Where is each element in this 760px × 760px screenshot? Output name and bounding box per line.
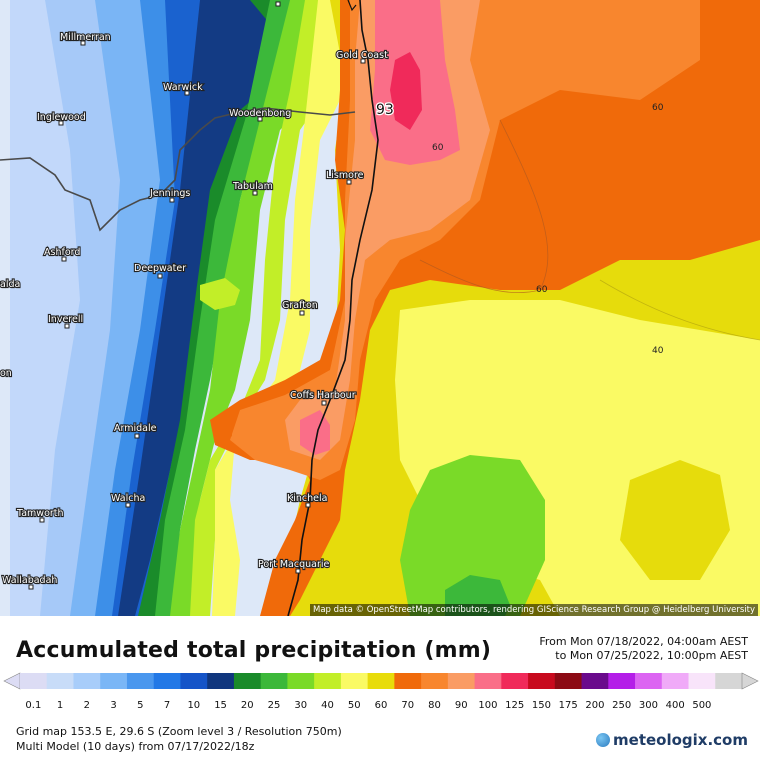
legend-swatch — [233, 673, 262, 689]
globe-icon — [596, 733, 611, 747]
legend-swatch — [340, 673, 369, 689]
town-label: Deepwater — [134, 263, 186, 274]
town-label: Lismore — [326, 170, 364, 181]
map-canvas: Millmerran Warwick Gold Coast Inglewood … — [0, 0, 760, 616]
legend-swatch — [661, 673, 690, 689]
legend-label: 300 — [639, 700, 658, 710]
logo-text: meteologix.com — [613, 731, 748, 749]
contour-label: 60 — [536, 285, 548, 295]
legend-swatch — [100, 673, 128, 689]
legend-scale: 0.1 1 2 3 5 7 10 15 20 25 30 40 50 60 70 80 90 100 125 150 1… — [3, 672, 759, 711]
legend-label: 60 — [375, 700, 388, 710]
legend-label: 7 — [164, 700, 170, 710]
town-label: Jennings — [149, 188, 190, 199]
legend-label: 200 — [585, 700, 604, 710]
town-label: Tabulam — [232, 181, 273, 192]
town-label: Ashford — [44, 247, 80, 258]
brand-logo[interactable]: meteologix.com — [596, 731, 748, 749]
legend-swatch — [447, 673, 476, 689]
legend-swatch — [554, 673, 583, 689]
town-label: Walcha — [111, 493, 145, 504]
legend-swatch — [474, 673, 502, 689]
legend-swatch — [528, 673, 556, 689]
color-legend: 0.1 1 2 3 5 7 10 15 20 25 30 40 50 60 70 80 90 100 125 150 1… — [0, 670, 760, 711]
legend-swatch — [367, 673, 395, 689]
legend-label: 400 — [666, 700, 685, 710]
legend-label: 90 — [455, 700, 468, 710]
legend-label: 1 — [57, 700, 63, 710]
town-label: Tamworth — [16, 508, 64, 519]
legend-swatch — [421, 673, 449, 689]
town-label: Millmerran — [60, 32, 111, 43]
legend-swatch — [688, 673, 716, 689]
town-label: alda — [0, 279, 20, 290]
legend-label: 50 — [348, 700, 361, 710]
town-label: Inverell — [48, 314, 83, 325]
legend-label: 125 — [505, 700, 524, 710]
legend-arrow-right — [741, 672, 759, 690]
map-attribution: Map data © OpenStreetMap contributors, r… — [310, 604, 758, 616]
legend-swatch — [635, 673, 663, 689]
date-range: From Mon 07/18/2022, 04:00am AEST to Mon… — [539, 635, 748, 663]
legend-label: 250 — [612, 700, 631, 710]
legend-swatch — [501, 673, 529, 689]
legend-swatch — [394, 673, 422, 689]
grid-info: Grid map 153.5 E, 29.6 S (Zoom level 3 /… — [16, 725, 342, 738]
legend-label: 70 — [401, 700, 414, 710]
legend-swatch — [608, 673, 636, 689]
town-label: Port Macquarie — [258, 559, 330, 570]
legend-swatch — [180, 673, 208, 689]
legend-swatch — [581, 673, 609, 689]
legend-label: 100 — [478, 700, 497, 710]
town-label: Grafton — [282, 300, 318, 311]
legend-label: 40 — [321, 700, 334, 710]
legend-label: 2 — [84, 700, 90, 710]
town-label: Woodenbong — [229, 108, 291, 119]
legend-swatch — [73, 673, 101, 689]
legend-label: 15 — [214, 700, 227, 710]
legend-arrow-left — [3, 672, 21, 690]
legend-label: 150 — [532, 700, 551, 710]
footer: Grid map 153.5 E, 29.6 S (Zoom level 3 /… — [16, 724, 342, 754]
legend-swatch — [260, 673, 288, 689]
town-label: Gold Coast — [336, 50, 388, 61]
legend-label: 5 — [137, 700, 143, 710]
legend-label: 80 — [428, 700, 441, 710]
precipitation-map[interactable]: Millmerran Warwick Gold Coast Inglewood … — [0, 0, 760, 616]
legend-label: 25 — [268, 700, 281, 710]
max-value-label: 93 — [376, 102, 394, 118]
legend-label: 0.1 — [25, 700, 41, 710]
legend-swatch — [126, 673, 155, 689]
legend-swatch — [153, 673, 181, 689]
legend-swatch — [46, 673, 74, 689]
town-label: Warwick — [163, 82, 203, 93]
contour-label: 40 — [652, 346, 664, 356]
contour-label: 60 — [432, 143, 444, 153]
legend-swatch — [287, 673, 315, 689]
legend-label: 20 — [241, 700, 254, 710]
town-label: Kinchela — [287, 493, 327, 504]
legend-label: 175 — [559, 700, 578, 710]
town-label: Armidale — [114, 423, 157, 434]
town-label: on — [0, 368, 12, 379]
town-label: Wallabadah — [2, 575, 57, 586]
legend-swatch — [20, 673, 48, 689]
town-label: Coffs Harbour — [290, 390, 356, 401]
legend-swatch — [314, 673, 342, 689]
legend-label: 30 — [294, 700, 307, 710]
legend-label: 3 — [110, 700, 116, 710]
model-info: Multi Model (10 days) from 07/17/2022/18… — [16, 740, 255, 753]
date-to: to Mon 07/25/2022, 10:00pm AEST — [555, 649, 748, 662]
legend-swatch — [715, 673, 743, 689]
map-title: Accumulated total precipitation (mm) — [16, 638, 492, 663]
date-from: From Mon 07/18/2022, 04:00am AEST — [539, 635, 748, 648]
legend-label: 500 — [692, 700, 711, 710]
legend-label: 10 — [187, 700, 200, 710]
town-label: Inglewood — [37, 112, 86, 123]
legend-swatch — [207, 673, 235, 689]
contour-label: 60 — [652, 103, 664, 113]
